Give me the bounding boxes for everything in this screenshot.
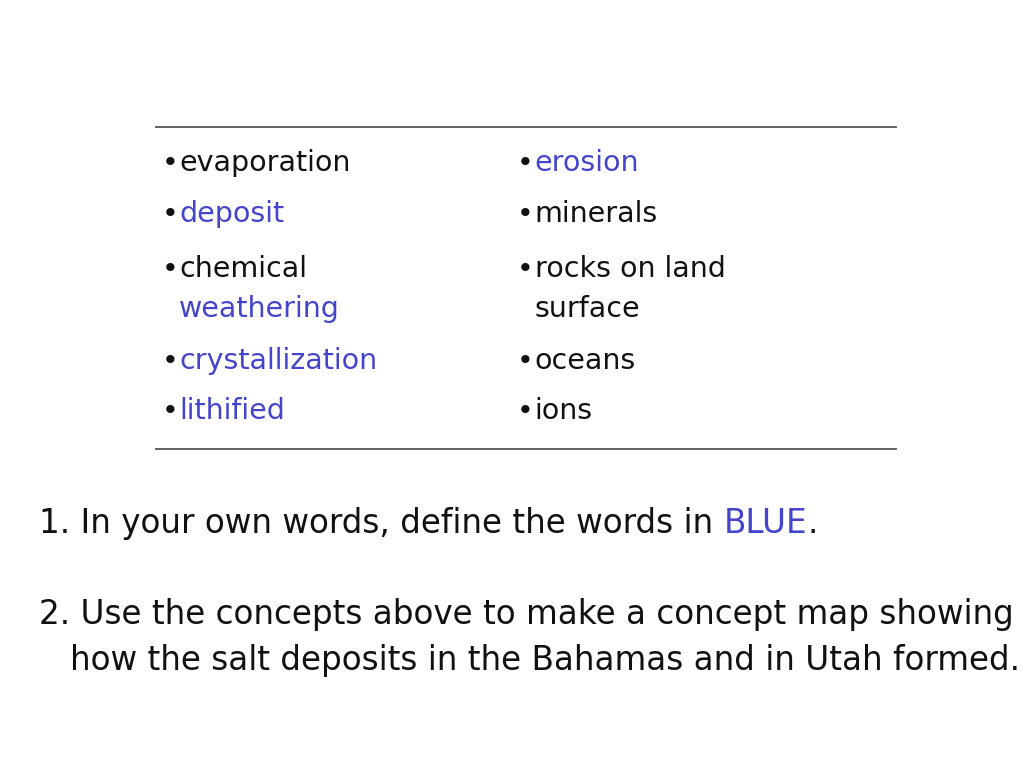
Text: •: • <box>162 255 178 283</box>
Text: •: • <box>162 149 178 177</box>
Text: chemical: chemical <box>179 255 307 283</box>
Text: BLUE: BLUE <box>723 508 807 540</box>
Text: lithified: lithified <box>179 397 285 425</box>
Text: 2. Use the concepts above to make a concept map showing: 2. Use the concepts above to make a conc… <box>39 598 1014 631</box>
Text: rocks on land: rocks on land <box>535 255 725 283</box>
Text: erosion: erosion <box>535 149 639 177</box>
Text: deposit: deposit <box>179 200 285 227</box>
Text: evaporation: evaporation <box>179 149 350 177</box>
Text: ions: ions <box>535 397 593 425</box>
Text: minerals: minerals <box>535 200 657 227</box>
Text: weathering: weathering <box>179 295 340 323</box>
Text: •: • <box>517 200 534 227</box>
Text: •: • <box>517 255 534 283</box>
Text: •: • <box>517 397 534 425</box>
Text: •: • <box>162 347 178 375</box>
Text: •: • <box>162 397 178 425</box>
Text: .: . <box>807 508 817 540</box>
Text: how the salt deposits in the Bahamas and in Utah formed.: how the salt deposits in the Bahamas and… <box>70 644 1020 677</box>
Text: crystallization: crystallization <box>179 347 377 375</box>
Text: •: • <box>517 347 534 375</box>
Text: •: • <box>162 200 178 227</box>
Text: 1. In your own words, define the words in: 1. In your own words, define the words i… <box>39 508 723 540</box>
Text: surface: surface <box>535 295 640 323</box>
Text: •: • <box>517 149 534 177</box>
Text: oceans: oceans <box>535 347 636 375</box>
